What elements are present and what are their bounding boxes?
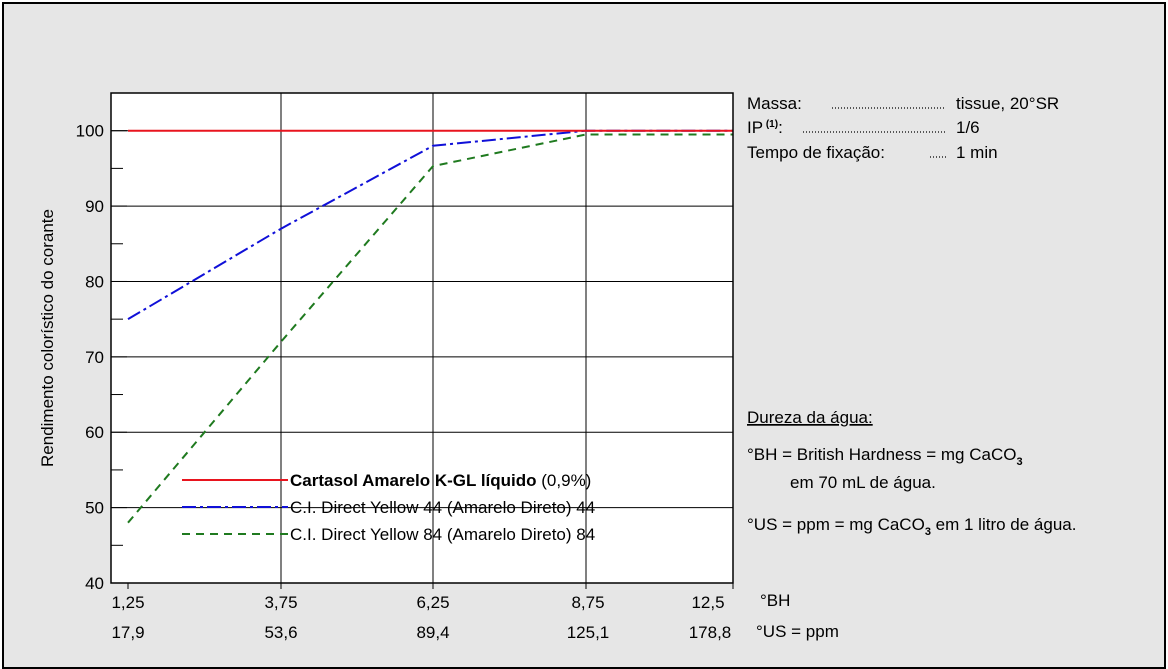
x-tick-label-us: 53,6 bbox=[264, 623, 297, 642]
hardness-bh-sub: 3 bbox=[1016, 456, 1022, 468]
info-value-massa: tissue, 20°SR bbox=[956, 94, 1059, 113]
legend-label-3: C.I. Direct Yellow 84 (Amarelo Direto) 8… bbox=[290, 525, 595, 544]
legend: Cartasol Amarelo K-GL líquido (0,9%) C.I.… bbox=[182, 471, 595, 544]
legend-label-suffix: (0,9%) bbox=[537, 471, 592, 490]
x-tick-label-bh: 12,5 bbox=[691, 593, 724, 612]
hardness-title: Dureza da água: bbox=[747, 408, 873, 427]
hardness-us-sub: 3 bbox=[925, 526, 931, 538]
y-tick-label: 90 bbox=[85, 197, 104, 216]
legend-label-bold: Cartasol Amarelo K-GL líquido bbox=[290, 471, 537, 490]
plot-area bbox=[111, 93, 733, 583]
info-label-ip-sup: (1) bbox=[763, 119, 778, 130]
y-tick-label: 100 bbox=[76, 122, 104, 141]
y-axis-label: Rendimento colorístico do corante bbox=[38, 209, 57, 467]
hardness-bh-line2: em 70 mL de água. bbox=[790, 473, 936, 492]
info-value-tempo: 1 min bbox=[956, 143, 998, 162]
x-unit-us: °US = ppm bbox=[756, 622, 839, 641]
x-tick-label-bh: 6,25 bbox=[416, 593, 449, 612]
info-label-ip: IP (1): bbox=[747, 118, 783, 137]
plot-border bbox=[110, 92, 734, 584]
hardness-bh-line1: °BH = British Hardness = mg CaCO3 bbox=[747, 445, 1023, 468]
legend-label-2: C.I. Direct Yellow 44 (Amarelo Direto) 4… bbox=[290, 498, 595, 517]
hardness-us-line: °US = ppm = mg CaCO3 em 1 litro de água. bbox=[747, 515, 1076, 538]
hardness-notes: Dureza da água: °BH = British Hardness = … bbox=[747, 408, 1076, 538]
x-tick-label-us: 178,8 bbox=[689, 623, 732, 642]
y-tick-label: 60 bbox=[85, 423, 104, 442]
x-tick-label-bh: 3,75 bbox=[264, 593, 297, 612]
legend-label-1: Cartasol Amarelo K-GL líquido (0,9%) bbox=[290, 471, 591, 490]
axes: 40 50 60 70 80 90 100 Rendimento colorístico do… bbox=[38, 92, 839, 642]
x-tick-label-us: 89,4 bbox=[416, 623, 449, 642]
info-value-ip: 1/6 bbox=[956, 118, 980, 137]
x-tick-label-us: 17,9 bbox=[111, 623, 144, 642]
y-tick-label: 50 bbox=[85, 499, 104, 518]
series-layer bbox=[127, 129, 733, 524]
hardness-us-suffix: em 1 litro de água. bbox=[931, 515, 1077, 534]
info-label-tempo: Tempo de fixação: bbox=[747, 143, 885, 162]
y-tick-label: 80 bbox=[85, 272, 104, 291]
info-label-massa: Massa: bbox=[747, 94, 802, 113]
hardness-bh-text: °BH = British Hardness = mg CaCO bbox=[747, 445, 1016, 464]
info-label-ip-suffix: : bbox=[778, 118, 783, 137]
y-tick-label: 40 bbox=[85, 574, 104, 593]
y-tick-label: 70 bbox=[85, 348, 104, 367]
hardness-us-text: °US = ppm = mg CaCO bbox=[747, 515, 925, 534]
x-tick-label-bh: 8,75 bbox=[571, 593, 604, 612]
info-panel: Massa: tissue, 20°SR IP (1): 1/6 Tempo de fi… bbox=[747, 94, 1059, 162]
info-label-ip-main: IP bbox=[747, 118, 763, 137]
x-tick-label-us: 125,1 bbox=[567, 623, 610, 642]
series-line-3 bbox=[127, 133, 733, 524]
x-tick-label-bh: 1,25 bbox=[111, 593, 144, 612]
x-unit-bh: °BH bbox=[760, 591, 790, 610]
